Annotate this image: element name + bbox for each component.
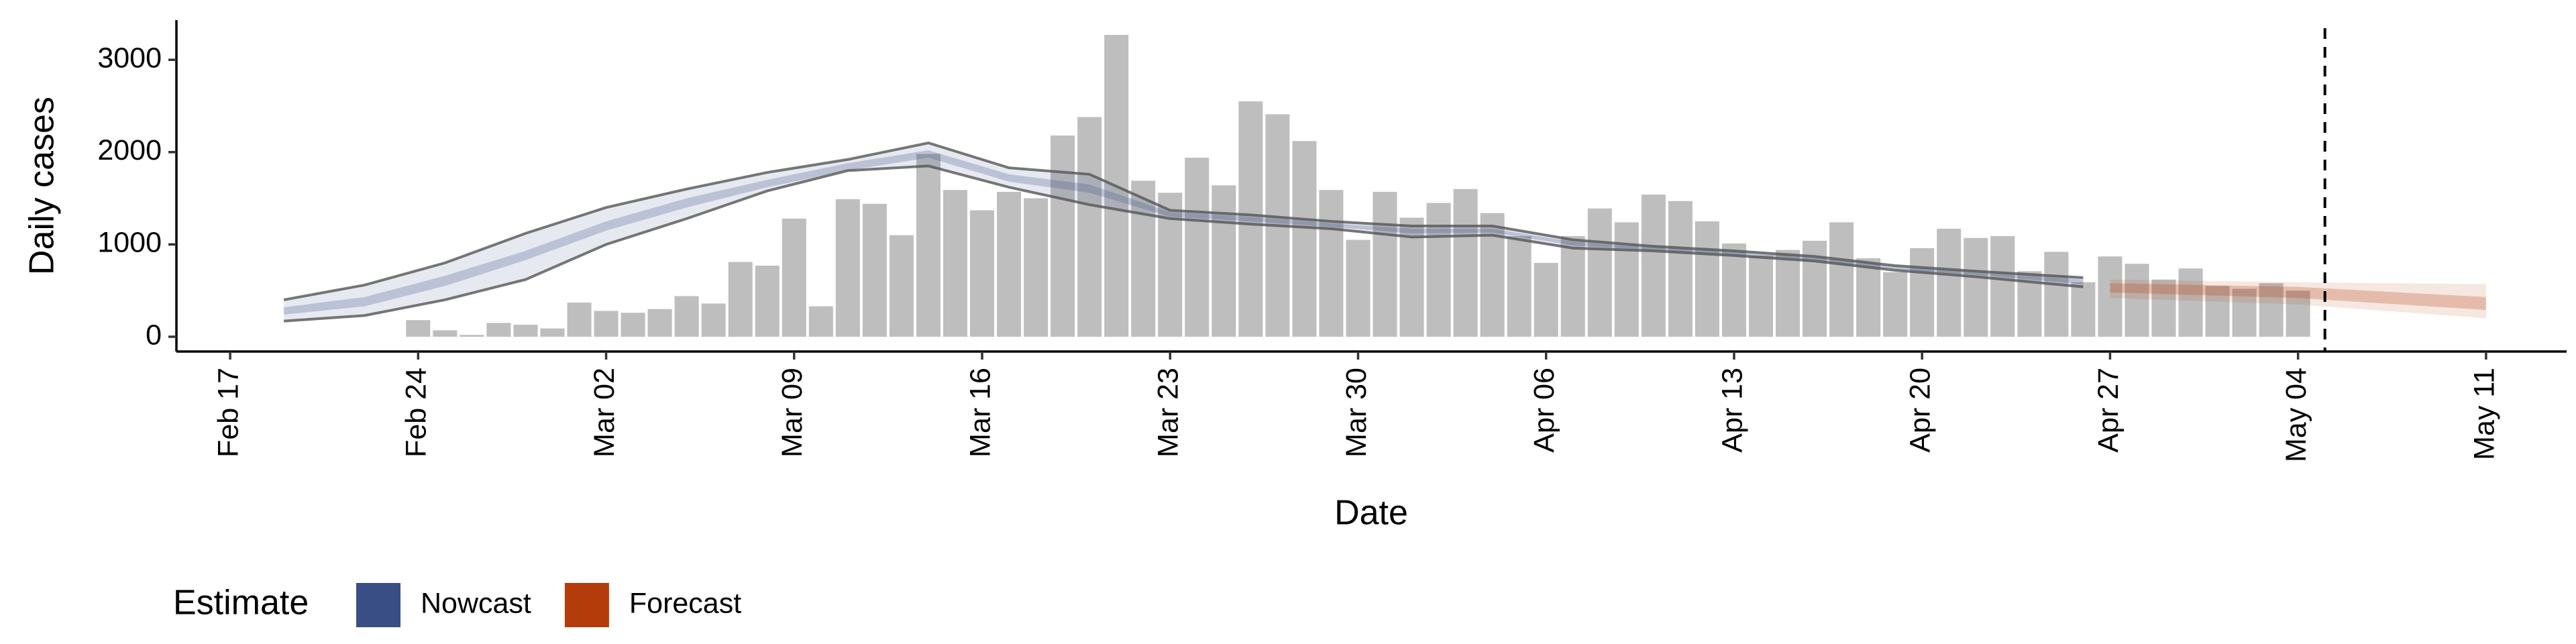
bar bbox=[2044, 252, 2069, 337]
bar bbox=[1051, 136, 1075, 337]
bar bbox=[943, 190, 967, 337]
legend-label: Forecast bbox=[629, 587, 741, 619]
bar bbox=[513, 325, 538, 337]
x-tick-label: Feb 17 bbox=[212, 368, 244, 458]
bar bbox=[2205, 286, 2230, 337]
x-tick-label: Apr 13 bbox=[1716, 368, 1748, 453]
y-tick-label: 2000 bbox=[97, 134, 162, 166]
bar bbox=[1292, 141, 1317, 337]
y-tick-label: 3000 bbox=[97, 42, 162, 74]
bar bbox=[594, 311, 619, 337]
x-tick-label: Mar 30 bbox=[1340, 368, 1373, 458]
y-tick-label: 0 bbox=[146, 319, 162, 351]
x-tick-label: Mar 09 bbox=[776, 368, 808, 458]
bar bbox=[1614, 222, 1639, 337]
x-tick-label: Apr 20 bbox=[1904, 368, 1937, 453]
bar bbox=[1964, 237, 1988, 337]
bar bbox=[406, 320, 431, 337]
bar bbox=[1641, 195, 1666, 337]
bar bbox=[2098, 256, 2123, 337]
bar bbox=[1829, 222, 1854, 337]
bar bbox=[997, 191, 1022, 337]
bar bbox=[1560, 235, 1585, 337]
bar bbox=[1668, 201, 1693, 337]
bar bbox=[621, 313, 645, 337]
bar bbox=[1319, 190, 1344, 337]
bar bbox=[1748, 255, 1774, 337]
bar bbox=[2071, 282, 2096, 337]
bar bbox=[1721, 244, 1746, 337]
bar bbox=[755, 266, 780, 337]
bar bbox=[1990, 235, 2015, 337]
bar bbox=[808, 306, 833, 337]
y-tick-label: 1000 bbox=[97, 227, 162, 259]
x-tick-label: May 11 bbox=[2468, 368, 2500, 460]
legend-title: Estimate bbox=[173, 584, 309, 623]
bar bbox=[1480, 213, 1505, 337]
bar bbox=[1212, 185, 1236, 337]
bar bbox=[1883, 272, 1908, 337]
y-axis-title: Daily cases bbox=[23, 97, 62, 275]
bar bbox=[2125, 264, 2149, 337]
bar bbox=[540, 328, 565, 337]
x-tick-label: May 04 bbox=[2280, 368, 2312, 462]
legend-label: Nowcast bbox=[421, 587, 531, 619]
bar bbox=[486, 323, 511, 337]
inner-band bbox=[2110, 283, 2486, 311]
band-edge bbox=[283, 164, 2084, 323]
bar bbox=[782, 218, 806, 337]
bar bbox=[969, 210, 995, 337]
x-tick-label: Mar 02 bbox=[588, 368, 621, 458]
bar bbox=[2178, 268, 2203, 337]
legend-swatch bbox=[564, 583, 609, 627]
bar bbox=[1426, 203, 1451, 337]
bar bbox=[889, 235, 914, 337]
outer-band bbox=[2110, 279, 2486, 319]
bar bbox=[1346, 239, 1371, 337]
legend-swatch bbox=[356, 583, 400, 627]
bar bbox=[1937, 228, 1962, 337]
x-axis-title: Date bbox=[1334, 494, 1408, 533]
bar bbox=[674, 296, 699, 337]
x-tick-label: Apr 27 bbox=[2092, 368, 2125, 453]
bar bbox=[1776, 250, 1801, 337]
x-tick-label: Feb 24 bbox=[400, 368, 433, 458]
bar bbox=[1373, 191, 1397, 337]
x-tick-label: Mar 23 bbox=[1152, 368, 1185, 458]
bar bbox=[433, 330, 458, 337]
bar bbox=[2259, 283, 2284, 337]
band-edge bbox=[283, 141, 2084, 301]
bar bbox=[728, 262, 753, 337]
bar bbox=[1507, 235, 1532, 337]
inner-band bbox=[284, 150, 2084, 315]
bar bbox=[460, 335, 484, 337]
bar bbox=[1453, 189, 1478, 337]
bar bbox=[1185, 158, 1210, 337]
bar bbox=[916, 154, 941, 337]
bar bbox=[1131, 180, 1156, 337]
bar bbox=[1077, 117, 1102, 337]
bar bbox=[647, 309, 672, 337]
outer-band bbox=[284, 143, 2084, 321]
bar bbox=[2232, 288, 2257, 337]
bar bbox=[1695, 221, 1719, 337]
bar bbox=[1587, 208, 1612, 337]
bar bbox=[1238, 101, 1263, 337]
bar bbox=[2151, 279, 2176, 337]
bar bbox=[2286, 290, 2310, 337]
bar bbox=[1910, 248, 1935, 337]
bar bbox=[835, 199, 860, 337]
x-tick-label: Mar 16 bbox=[964, 368, 996, 458]
x-tick-label: Apr 06 bbox=[1528, 368, 1560, 453]
bar bbox=[1024, 198, 1049, 337]
bar bbox=[567, 303, 592, 337]
bar bbox=[701, 303, 726, 337]
bar bbox=[1856, 258, 1881, 337]
bar bbox=[1534, 262, 1558, 337]
bar bbox=[862, 203, 887, 337]
